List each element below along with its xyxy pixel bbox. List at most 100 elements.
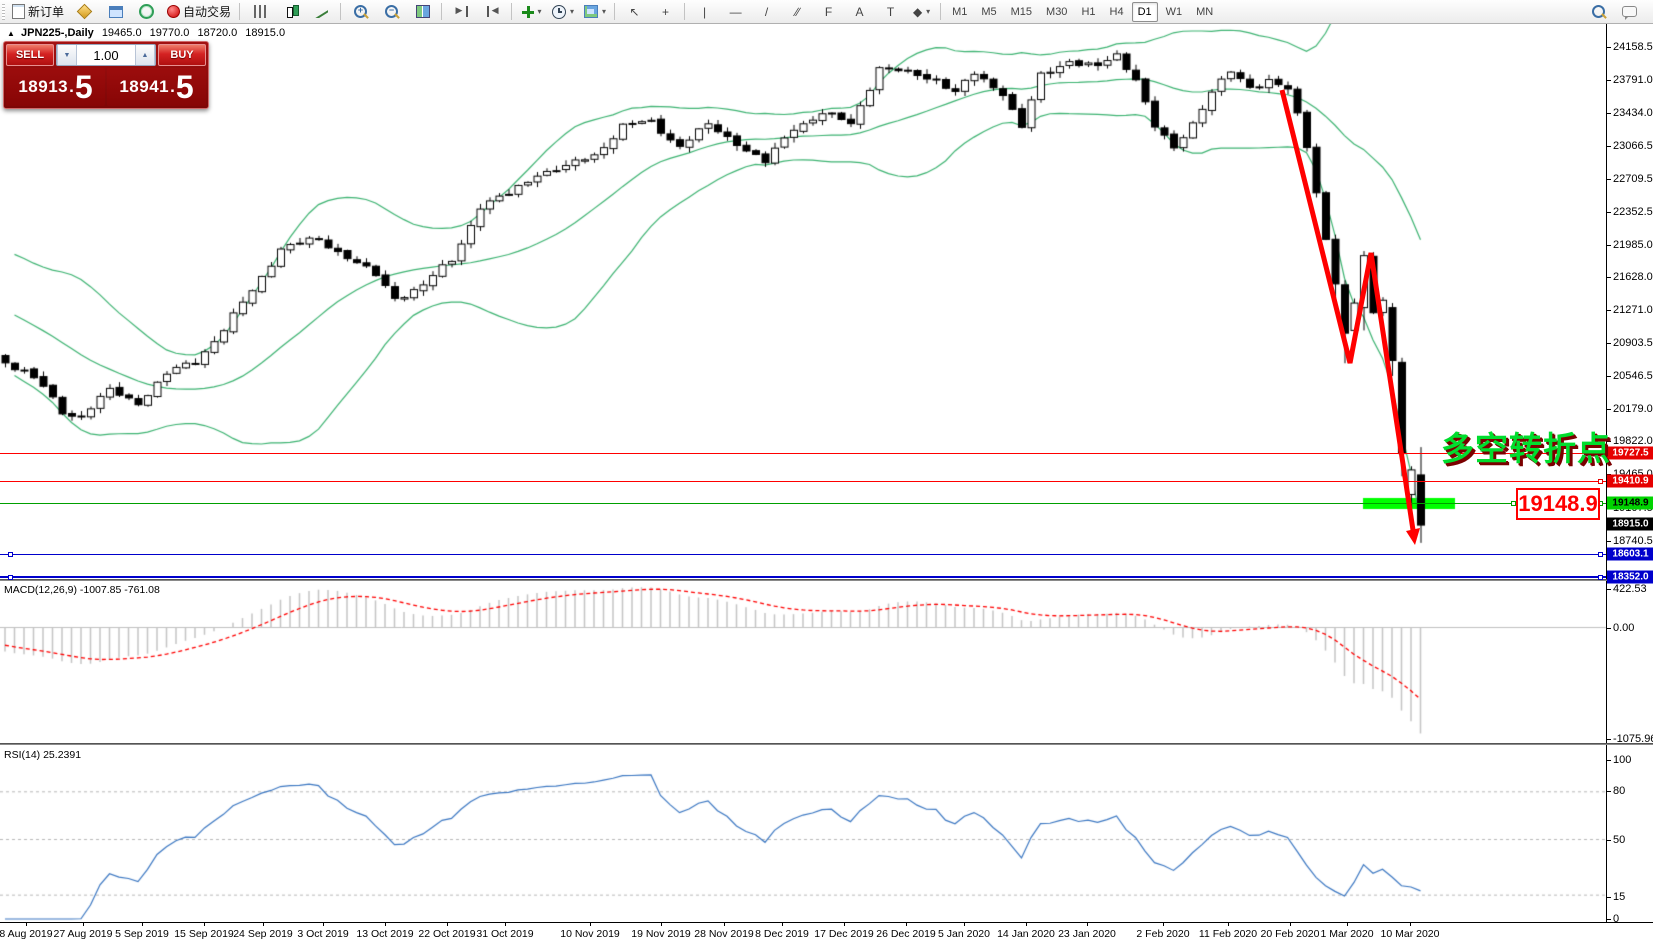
crosshair-icon: + (662, 4, 670, 19)
date-tick (1087, 922, 1088, 926)
market-watch-button[interactable] (70, 1, 99, 23)
date-tick (661, 922, 662, 926)
date-label: 8 Aug 2019 (0, 928, 53, 940)
indicators-button[interactable]: ▾ (580, 1, 610, 23)
timeframe-mn-button[interactable]: MN (1196, 5, 1214, 18)
volume-input[interactable]: 1.00 (93, 47, 119, 63)
fibonacci-button[interactable]: F (814, 1, 843, 23)
timeframe-m1-button[interactable]: M1 (952, 5, 968, 18)
autoscroll-button[interactable] (447, 1, 476, 23)
price-tick-label: 22709.5 (1606, 173, 1653, 185)
price-callout-box[interactable]: 19148.9 (1516, 488, 1600, 520)
sell-button[interactable]: SELL (6, 44, 54, 66)
pane-splitter-macd[interactable] (0, 579, 1653, 581)
arrows-button[interactable]: ◆ ▾ (907, 1, 936, 23)
line-chart-button[interactable] (307, 1, 336, 23)
text-button[interactable]: A (845, 1, 874, 23)
volume-increase-button[interactable]: ▲ (135, 45, 155, 65)
toolbar-separator (614, 3, 616, 20)
object-selection-marker[interactable] (8, 575, 13, 580)
zoom-in-button[interactable]: + (346, 1, 375, 23)
dropdown-arrow-icon: ▾ (537, 7, 542, 16)
object-selection-marker[interactable] (1598, 575, 1603, 580)
market-watch-icon (76, 3, 93, 20)
horizontal-line-18603.1[interactable] (0, 554, 1606, 555)
new-chart-icon (521, 5, 534, 18)
dropdown-arrow-icon: ▾ (570, 7, 575, 16)
price-tick-label: 23066.5 (1606, 140, 1653, 152)
timeframe-m15-button[interactable]: M15 (1010, 5, 1033, 18)
horizontal-line-19410.9[interactable] (0, 481, 1606, 482)
sell-price[interactable]: 18913 . 5 (6, 68, 105, 106)
chart-shift-button[interactable] (478, 1, 507, 23)
date-label: 5 Sep 2019 (115, 928, 169, 940)
turning-point-annotation[interactable]: 多空转折点 (1441, 430, 1611, 467)
horizontal-line-18352[interactable] (0, 576, 1606, 578)
horizontal-line-button[interactable]: — (721, 1, 750, 23)
object-selection-marker[interactable] (1598, 479, 1603, 484)
date-tick (1228, 922, 1229, 926)
date-tick (385, 922, 386, 926)
date-tick (1347, 922, 1348, 926)
macd-tick-label: 0.00 (1605, 622, 1635, 634)
periods-icon (552, 4, 567, 19)
price-tick-label: 22352.5 (1606, 206, 1653, 218)
price-tick-label: 20903.5 (1606, 337, 1653, 349)
rsi-tick-label: 100 (1605, 754, 1632, 766)
date-tick (906, 922, 907, 926)
collapse-triangle-icon[interactable]: ▲ (7, 29, 15, 38)
new-chart-button[interactable]: ▾ (517, 1, 546, 23)
data-window-button[interactable] (101, 1, 130, 23)
date-label: 28 Nov 2019 (694, 928, 754, 940)
object-selection-marker[interactable] (8, 552, 13, 557)
timeframe-h4-button[interactable]: H4 (1109, 5, 1124, 18)
channel-button[interactable]: ∕∕ (783, 1, 812, 23)
date-label: 5 Jan 2020 (938, 928, 990, 940)
new-order-button-label: 新订单 (28, 5, 65, 19)
object-selection-marker[interactable] (1511, 501, 1516, 506)
candle-chart-button[interactable] (276, 1, 305, 23)
autotrading-button[interactable]: 自动交易 (163, 1, 235, 23)
new-order-icon (12, 4, 25, 19)
date-tick (323, 922, 324, 926)
new-order-button[interactable]: 新订单 (8, 1, 68, 23)
date-label: 1 Mar 2020 (1320, 928, 1374, 940)
buy-button[interactable]: BUY (158, 44, 206, 66)
vertical-line-button[interactable]: | (690, 1, 719, 23)
date-tick (142, 922, 143, 926)
object-selection-marker[interactable] (1598, 552, 1603, 557)
rsi-tick-label: 15 (1605, 891, 1626, 903)
ohlc-values: 19465.0 19770.0 18720.0 18915.0 (97, 27, 285, 39)
tile-windows-button[interactable] (408, 1, 437, 23)
timeframe-w1-button[interactable]: W1 (1165, 5, 1183, 18)
pane-splitter-rsi[interactable] (0, 743, 1653, 745)
date-label: 24 Sep 2019 (233, 928, 293, 940)
timeframe-m5-button[interactable]: M5 (981, 5, 997, 18)
timeframe-h1-button[interactable]: H1 (1081, 5, 1096, 18)
navigator-button[interactable] (132, 1, 161, 23)
cursor-button[interactable]: ↖ (620, 1, 649, 23)
search-icon (1592, 5, 1605, 18)
label-button[interactable]: T (876, 1, 905, 23)
date-tick (263, 922, 264, 926)
macd-tick-label: 422.53 (1606, 583, 1647, 595)
horizontal-line-19727.5[interactable] (0, 453, 1606, 454)
comment-button[interactable] (1615, 1, 1644, 23)
buy-price[interactable]: 18941 . 5 (107, 68, 206, 106)
price-tick-label: 20546.5 (1606, 370, 1653, 382)
date-label: 27 Aug 2019 (53, 928, 113, 940)
timeframe-d1-button[interactable]: D1 (1131, 1, 1158, 22)
bar-chart-button[interactable] (245, 1, 274, 23)
horizontal-line-19148.9[interactable] (0, 503, 1606, 504)
crosshair-button[interactable]: + (651, 1, 680, 23)
volume-decrease-button[interactable]: ▼ (57, 45, 77, 65)
zoom-out-button[interactable]: − (377, 1, 406, 23)
trendline-button[interactable]: / (752, 1, 781, 23)
navigator-icon (139, 4, 155, 19)
open-value: 19465.0 (101, 27, 142, 39)
periods-button[interactable]: ▾ (548, 1, 578, 23)
price-tick-label: 24158.5 (1606, 41, 1653, 53)
search-button[interactable] (1584, 1, 1613, 23)
timeframe-m30-button[interactable]: M30 (1046, 5, 1068, 18)
